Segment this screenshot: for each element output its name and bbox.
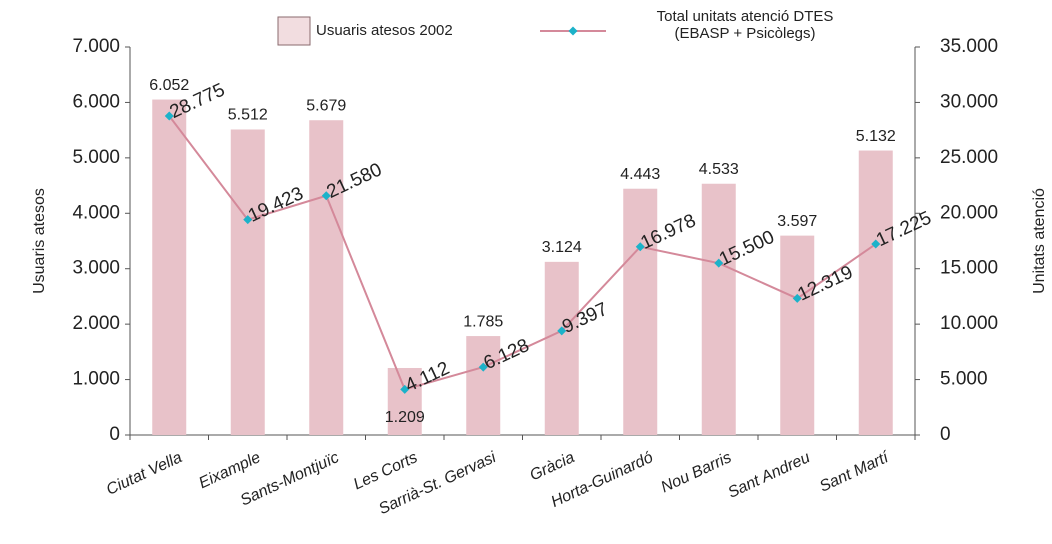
bar-value-label: 5.132 (856, 128, 896, 145)
line-marker (635, 242, 645, 252)
line-marker (714, 258, 724, 268)
legend-label: Usuaris atesos 2002 (316, 22, 453, 39)
line-marker (478, 362, 488, 372)
y2-tick-label: 5.000 (940, 369, 988, 390)
y-tick-label: 4.000 (72, 202, 120, 223)
y-tick-label: 6.000 (72, 91, 120, 112)
bar-value-label: 1.785 (463, 313, 503, 330)
y-tick-label: 0 (109, 424, 120, 445)
line-marker (164, 111, 174, 121)
legend-marker (568, 26, 578, 36)
bar-value-label: 4.533 (699, 161, 739, 178)
y-tick-label: 1.000 (72, 369, 120, 390)
y2-tick-label: 15.000 (940, 258, 998, 279)
bar (230, 129, 265, 435)
bar-value-label: 5.679 (306, 97, 346, 114)
bar (780, 235, 815, 435)
y2-tick-label: 20.000 (940, 202, 998, 223)
line-marker (400, 384, 410, 394)
bar-value-label: 3.124 (542, 239, 582, 256)
x-tick-label: Sant Andreu (725, 449, 812, 502)
line-marker (871, 239, 881, 249)
line-marker (557, 326, 567, 336)
x-tick-label: Gràcia (527, 449, 577, 484)
bar (544, 261, 579, 435)
bar (858, 150, 893, 435)
x-tick-label: Ciutat Vella (104, 449, 185, 499)
bar-value-label: 1.209 (385, 409, 425, 426)
bar-value-label: 4.443 (620, 166, 660, 183)
y2-tick-label: 35.000 (940, 36, 998, 57)
bar (701, 183, 736, 435)
line (168, 115, 877, 391)
line-marker (792, 293, 802, 303)
x-tick-label: Eixample (196, 449, 263, 492)
legend-swatch (277, 16, 311, 46)
bar (387, 367, 422, 435)
line-value-label: 4.112 (402, 358, 453, 397)
y-tick-label: 3.000 (72, 258, 120, 279)
y2-tick-label: 30.000 (940, 91, 998, 112)
y2-tick-label: 0 (940, 424, 951, 445)
bar-value-label: 5.512 (228, 107, 268, 124)
y2-tick-label: 25.000 (940, 147, 998, 168)
y2-tick-label: 10.000 (940, 313, 998, 334)
bar-value-label: 3.597 (777, 213, 817, 230)
legend-label: Total unitats atenció DTES (EBASP + Psicò… (657, 8, 834, 42)
x-tick-label: Sant Martí (817, 448, 892, 495)
y2-axis-label: Unitats atenció (1031, 188, 1048, 294)
bar (152, 99, 187, 435)
y-tick-label: 2.000 (72, 313, 120, 334)
y-tick-label: 5.000 (72, 147, 120, 168)
bar-value-label: 6.052 (149, 77, 189, 94)
y-tick-label: 7.000 (72, 36, 120, 57)
bar (623, 188, 658, 435)
bar (466, 336, 501, 435)
line-marker (321, 191, 331, 201)
bar (309, 120, 344, 436)
y-axis-label: Usuaris atesos (31, 188, 48, 294)
x-tick-label: Nou Barris (659, 449, 735, 496)
line-marker (243, 215, 253, 225)
